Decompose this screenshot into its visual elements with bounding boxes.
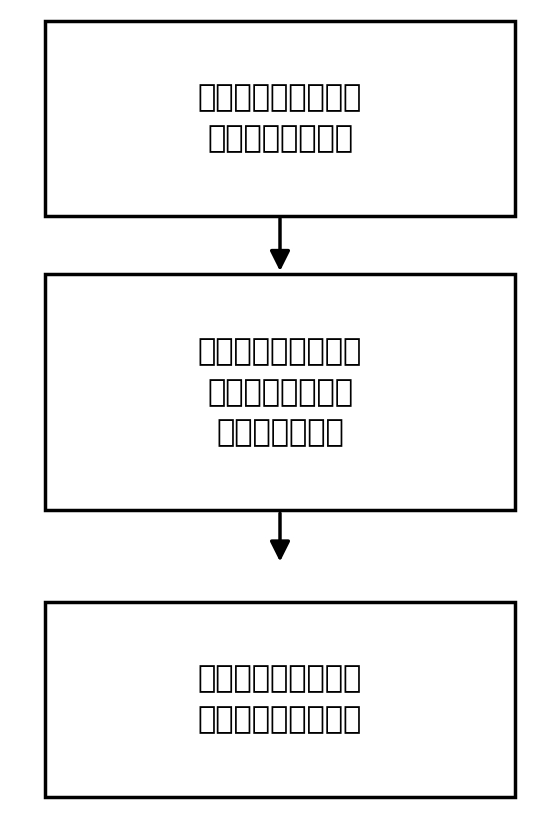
FancyBboxPatch shape xyxy=(45,602,515,797)
FancyBboxPatch shape xyxy=(45,274,515,510)
Text: 计算传输一个数据包
所需的最小感知能耗: 计算传输一个数据包 所需的最小感知能耗 xyxy=(198,665,362,734)
FancyBboxPatch shape xyxy=(45,21,515,216)
Text: 建立认知无线电频谱
感知二元假设模型: 建立认知无线电频谱 感知二元假设模型 xyxy=(198,84,362,153)
Text: 推导传输一个数据包
所需的感知能耗与
感知时间的关系: 推导传输一个数据包 所需的感知能耗与 感知时间的关系 xyxy=(198,337,362,447)
